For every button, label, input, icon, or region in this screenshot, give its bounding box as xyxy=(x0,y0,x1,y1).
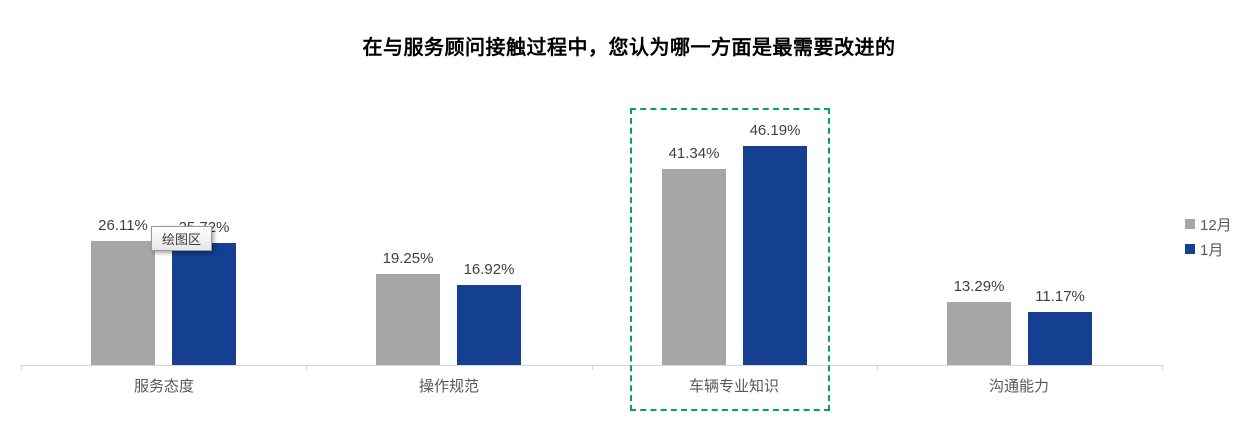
data-label-series1-cat2: 19.25% xyxy=(382,250,434,267)
selection-highlight-box xyxy=(630,108,830,411)
bar-series1-cat1[interactable] xyxy=(91,241,155,365)
data-label-series2-cat2: 16.92% xyxy=(463,261,515,278)
bar-series1-cat3[interactable] xyxy=(662,169,726,365)
legend-swatch-january xyxy=(1185,244,1195,254)
chart-title: 在与服务顾问接触过程中，您认为哪一方面是最需要改进的 xyxy=(362,37,896,59)
x-axis-tick xyxy=(21,365,22,370)
x-axis-tick xyxy=(877,365,878,370)
bar-series1-cat4[interactable] xyxy=(947,302,1011,365)
data-label-series2-cat3: 46.19% xyxy=(749,122,801,139)
category-label-cat2: 操作规范 xyxy=(418,378,479,395)
category-label-cat1: 服务态度 xyxy=(133,378,194,395)
legend: 12月 1月 xyxy=(1185,215,1232,265)
data-label-series1-cat1: 26.11% xyxy=(98,217,148,234)
x-axis-tick xyxy=(1162,365,1163,370)
data-label-series1-cat4: 13.29% xyxy=(953,278,1005,295)
x-axis-tick xyxy=(306,365,307,370)
bar-series2-cat3[interactable] xyxy=(743,146,807,365)
category-label-cat4: 沟通能力 xyxy=(988,378,1049,395)
legend-swatch-december xyxy=(1185,219,1195,229)
legend-label-january: 1月 xyxy=(1200,241,1224,259)
legend-label-december: 12月 xyxy=(1200,216,1232,234)
x-axis-tick xyxy=(592,365,593,370)
legend-item-december[interactable]: 12月 xyxy=(1185,215,1232,234)
bar-series2-cat2[interactable] xyxy=(457,285,521,365)
plot-area-tooltip: 绘图区 xyxy=(151,226,213,251)
x-axis-line xyxy=(21,365,1162,366)
bar-series2-cat1[interactable] xyxy=(172,243,236,365)
legend-item-january[interactable]: 1月 xyxy=(1185,240,1232,259)
category-label-cat3: 车辆专业知识 xyxy=(688,378,779,395)
bar-series1-cat2[interactable] xyxy=(376,274,440,365)
bar-series2-cat4[interactable] xyxy=(1028,312,1092,365)
data-label-series2-cat4: 11.17% xyxy=(1035,288,1085,305)
data-label-series1-cat3: 41.34% xyxy=(668,145,720,162)
